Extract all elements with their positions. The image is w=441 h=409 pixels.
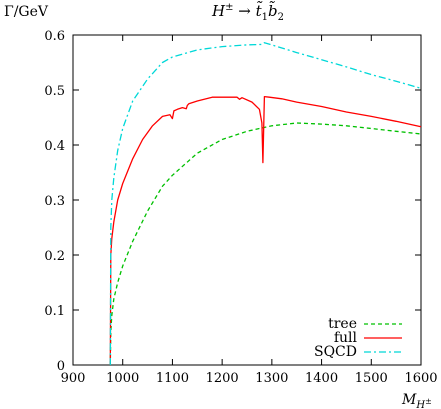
y-tick-label: 0 bbox=[57, 359, 65, 374]
x-tick-label: 900 bbox=[61, 371, 86, 386]
x-tick-label: 1300 bbox=[255, 371, 288, 386]
legend-label-tree: tree bbox=[328, 316, 357, 332]
x-tick-label: 1500 bbox=[355, 371, 388, 386]
x-tick-label: 1400 bbox=[305, 371, 338, 386]
x-tick-label: 1000 bbox=[106, 371, 139, 386]
y-tick-label: 0.2 bbox=[44, 249, 65, 264]
plot-frame bbox=[72, 34, 422, 366]
series-line-tree bbox=[109, 122, 422, 366]
axis-ticks: 900 1000 1100 1200 1300 1400 1500 1600 0 0.1 0.2 0.… bbox=[44, 29, 437, 386]
y-tick-label: 0.6 bbox=[44, 29, 65, 44]
y-tick-label: 0.4 bbox=[44, 139, 65, 154]
chart-title: H± → t̃1b̃2 bbox=[211, 1, 284, 23]
series-layer bbox=[109, 42, 422, 366]
legend-label-sqcd: SQCD bbox=[314, 344, 357, 360]
series-line-sqcd bbox=[109, 42, 422, 366]
y-axis-label: Γ/GeV bbox=[4, 4, 49, 20]
x-tick-label: 1100 bbox=[156, 371, 189, 386]
y-tick-label: 0.5 bbox=[44, 84, 65, 99]
y-tick-label: 0.1 bbox=[44, 304, 65, 319]
x-axis-label: MH± bbox=[401, 392, 432, 409]
y-tick-label: 0.3 bbox=[44, 194, 65, 209]
legend-label-full: full bbox=[334, 330, 358, 346]
x-tick-label: 1200 bbox=[206, 371, 239, 386]
x-tick-label: 1600 bbox=[404, 371, 437, 386]
series-line-full bbox=[109, 95, 422, 366]
